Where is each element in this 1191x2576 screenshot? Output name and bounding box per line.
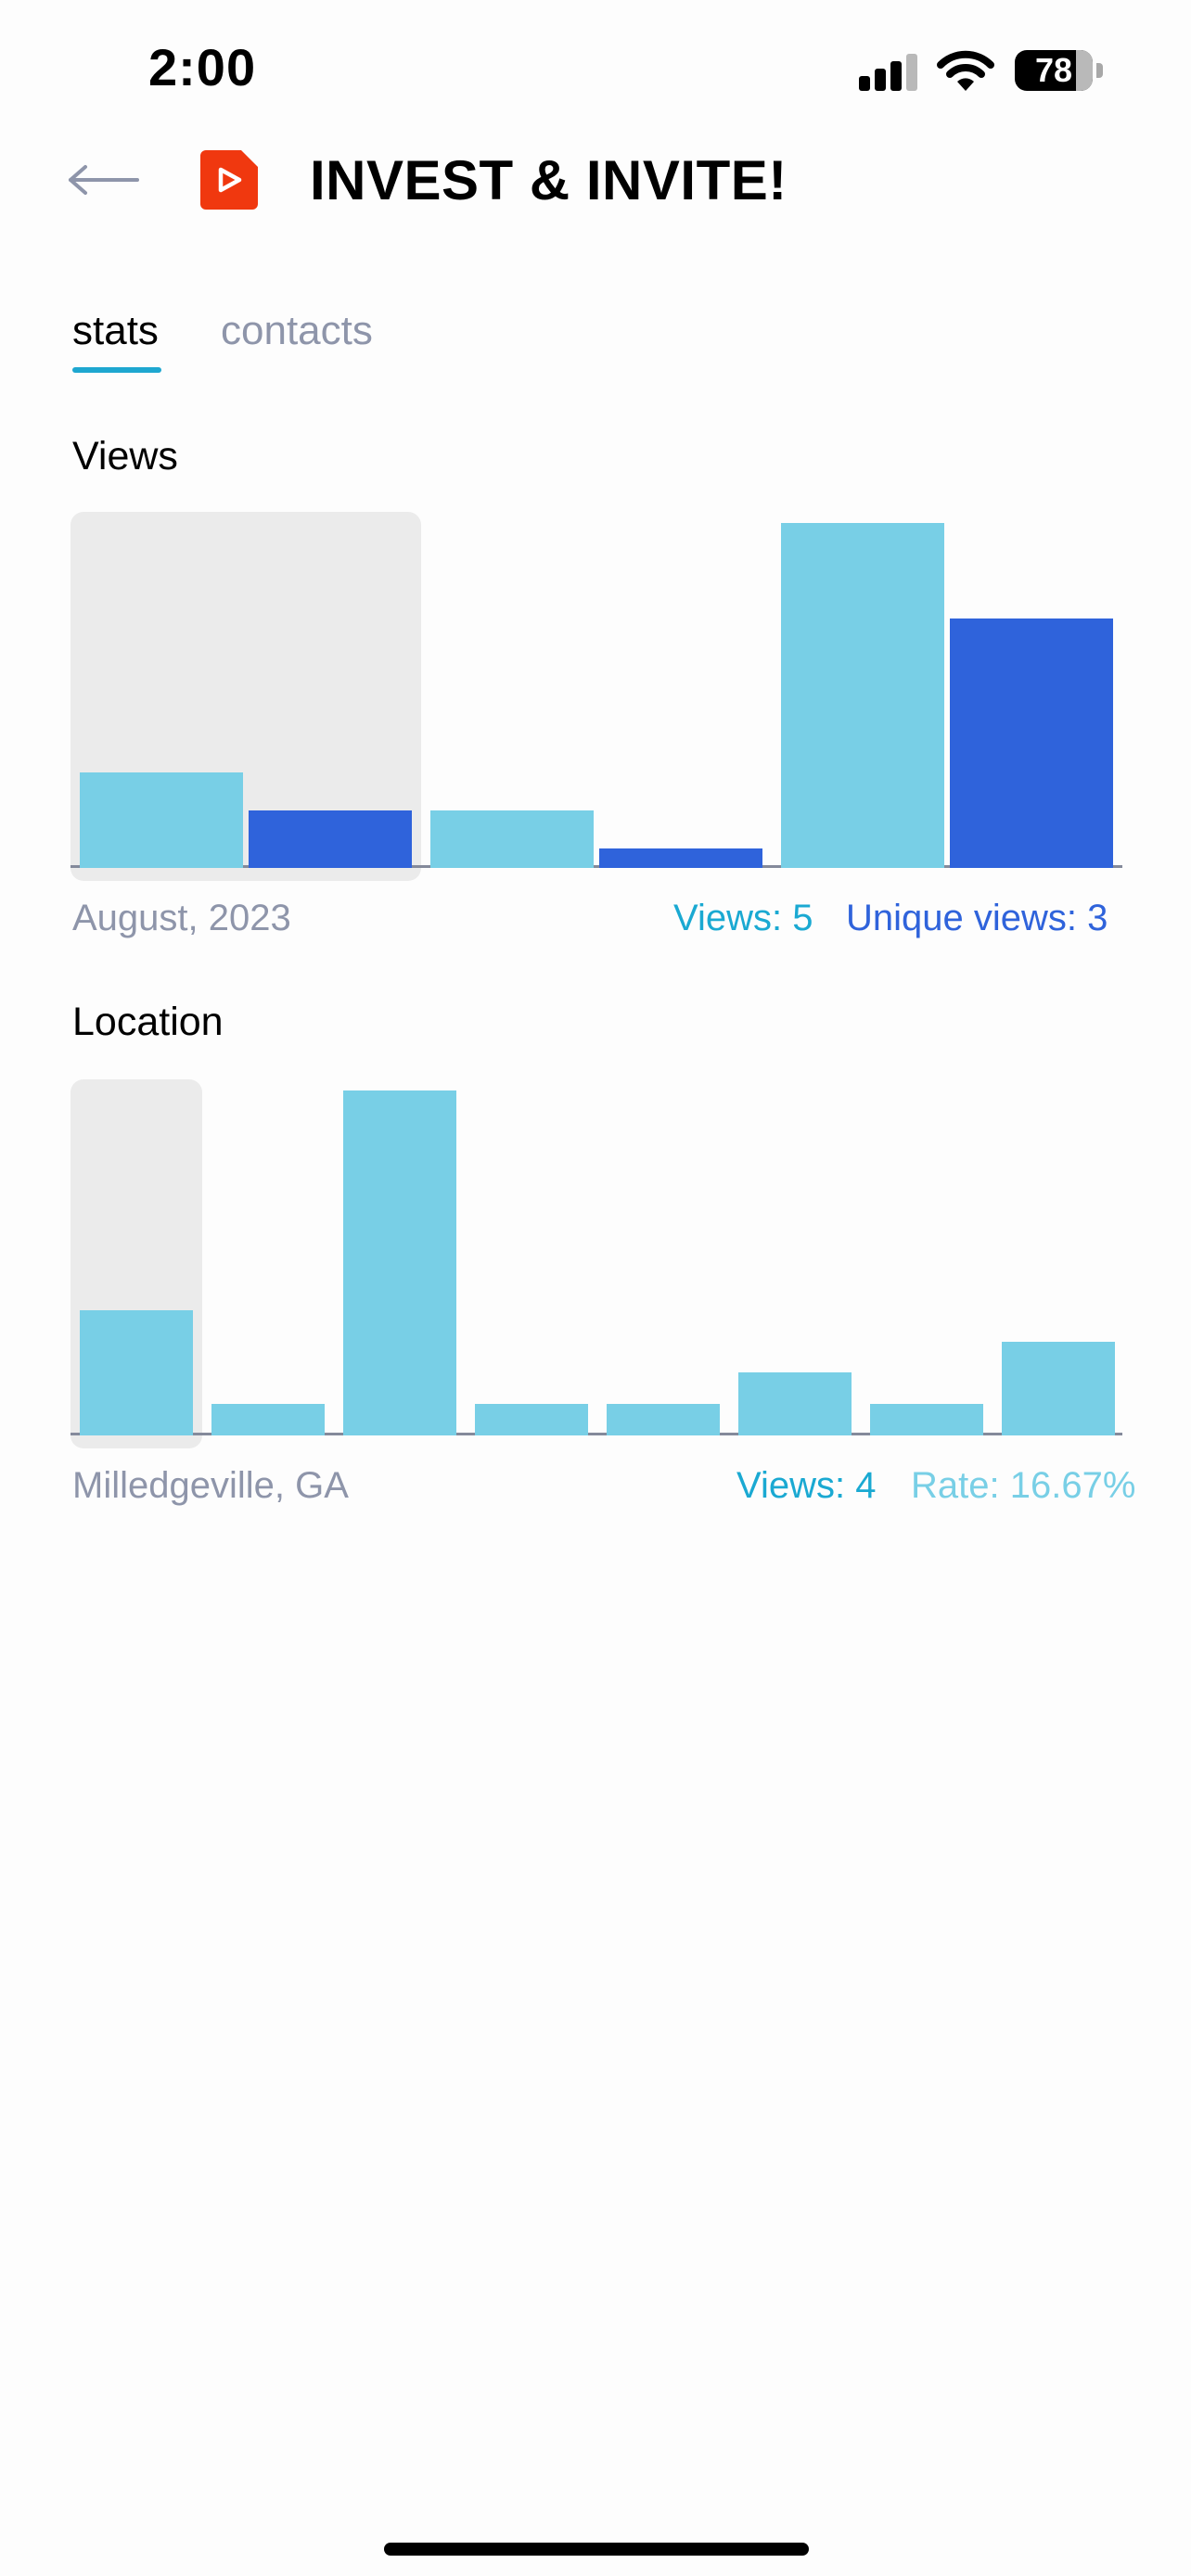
bar-views-6[interactable]	[738, 1372, 852, 1435]
tab-stats[interactable]: stats	[72, 308, 159, 353]
chart-baseline	[70, 865, 1122, 868]
page-title: INVEST & INVITE!	[310, 149, 788, 211]
bar-views-8[interactable]	[1002, 1342, 1115, 1435]
location-rate: Rate: 16.67%	[911, 1465, 1136, 1506]
views-chart[interactable]	[70, 497, 1122, 881]
location-section-title: Location	[72, 1000, 224, 1044]
bar-views-7[interactable]	[870, 1404, 983, 1435]
chart-baseline	[70, 1433, 1122, 1435]
status-bar: 2:00 78	[0, 0, 1191, 139]
active-tab-indicator	[72, 367, 161, 373]
wifi-icon	[937, 50, 994, 91]
location-views-count: Views: 4	[736, 1465, 877, 1506]
bar-views-2[interactable]	[211, 1404, 325, 1435]
bar-unique-views-2[interactable]	[599, 848, 762, 868]
views-count: Views: 5	[673, 898, 813, 938]
unique-views-count: Unique views: 3	[846, 898, 1108, 938]
bar-views-3[interactable]	[343, 1090, 456, 1435]
bar-views-1[interactable]	[80, 772, 243, 868]
bar-views-5[interactable]	[607, 1404, 720, 1435]
play-document-icon	[200, 150, 258, 210]
location-chart[interactable]	[70, 1065, 1122, 1448]
bar-views-2[interactable]	[430, 810, 594, 868]
bar-views-3[interactable]	[781, 523, 944, 868]
battery-tip	[1096, 63, 1103, 78]
views-selected-label: August, 2023	[72, 898, 291, 938]
views-section-title: Views	[72, 434, 178, 478]
bar-views-1[interactable]	[80, 1310, 193, 1435]
tab-contacts[interactable]: contacts	[221, 308, 373, 353]
arrow-left-icon	[69, 165, 139, 195]
status-time: 2:00	[148, 38, 257, 96]
home-indicator	[384, 2543, 809, 2556]
bar-unique-views-1[interactable]	[249, 810, 412, 868]
bar-views-4[interactable]	[475, 1404, 588, 1435]
battery-icon: 78	[1015, 50, 1093, 91]
location-selected-label: Milledgeville, GA	[72, 1465, 349, 1506]
back-button[interactable]	[67, 156, 141, 204]
bar-unique-views-3[interactable]	[950, 618, 1113, 868]
cellular-signal-icon	[859, 52, 918, 91]
battery-percent: 78	[1034, 51, 1073, 89]
